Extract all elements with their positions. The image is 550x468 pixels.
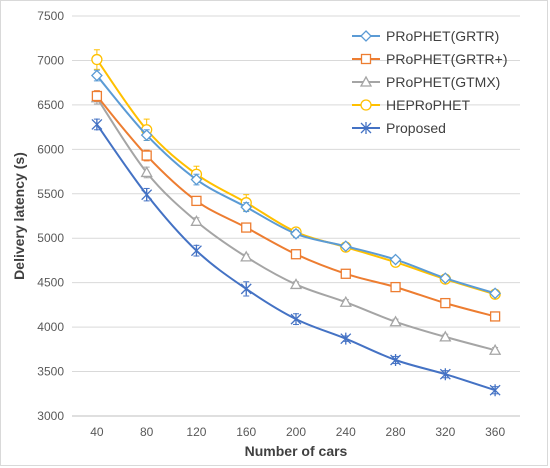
legend-label: PRoPHET(GTMX) [386,74,500,90]
data-point [440,297,451,309]
legend-label: HEPRoPHET [386,97,470,113]
legend-marker [360,99,372,111]
data-point [190,214,203,226]
data-point [90,69,103,82]
x-tick-label: 160 [236,425,256,439]
data-point [91,90,103,102]
y-tick-label: 7000 [37,53,64,67]
legend: PRoPHET(GRTR) PRoPHET(GRTR+) PRoPHET(GTMX)… [352,28,507,136]
data-point [140,129,153,142]
series-line [96,97,496,352]
y-tick-label: 5000 [37,231,64,245]
y-tick-label: 4500 [37,276,64,290]
legend-marker [360,30,372,42]
data-point [289,278,303,290]
data-point [339,240,352,253]
data-point [489,343,502,355]
x-tick-label: 40 [90,425,104,439]
data-point [290,313,302,326]
series-line [96,123,496,392]
data-point [190,173,203,186]
data-point [241,222,252,233]
y-tick-label: 3000 [37,409,64,423]
series-PRoPHET(GTMX) [90,91,502,355]
data-point [439,272,452,285]
y-axis-ticks: 3000 3500 4000 4500 5000 5500 6000 6500 7000 7500 [37,9,64,423]
data-point [140,166,153,178]
x-tick-label: 320 [435,425,455,439]
y-tick-label: 6000 [37,142,64,156]
legend-marker [360,53,372,65]
data-point [191,195,202,207]
data-point [389,253,402,266]
x-tick-label: 80 [140,425,154,439]
legend-marker [359,75,373,87]
x-tick-label: 240 [336,425,356,439]
data-point [290,227,302,240]
x-tick-label: 200 [286,425,306,439]
data-point [190,244,202,257]
data-point [240,282,252,295]
y-tick-label: 7500 [37,9,64,23]
data-point [141,150,152,161]
legend-marker [360,122,372,134]
x-tick-label: 360 [485,425,505,439]
y-tick-label: 3500 [37,365,64,379]
data-point [489,384,501,397]
data-point [340,268,351,279]
data-point [489,287,502,300]
data-point [390,354,402,366]
legend-label: PRoPHET(GRTR) [386,28,499,44]
x-tick-label: 280 [386,425,406,439]
legend-item: Proposed [352,120,446,136]
x-axis-title: Number of cars [245,443,348,459]
data-point [390,281,401,293]
legend-item: PRoPHET(GRTR) [352,28,499,44]
x-tick-label: 120 [186,425,206,439]
series-Proposed [91,118,501,397]
data-point [91,53,103,66]
data-point [290,249,302,260]
series-group [90,49,502,397]
legend-item: PRoPHET(GRTR+) [352,51,507,67]
data-point [340,332,352,345]
data-point [91,118,103,131]
y-tick-label: 5500 [37,187,64,201]
y-tick-label: 4000 [37,320,64,334]
series-PRoPHET(GRTR+) [91,90,501,322]
legend-label: Proposed [386,120,446,136]
y-axis-title: Delivery latency (s) [11,152,27,280]
x-axis-ticks: 40 80 120 160 200 240 280 320 360 [90,425,505,439]
data-point [439,368,451,381]
data-point [389,315,402,327]
legend-label: PRoPHET(GRTR+) [386,51,507,67]
series-PRoPHET(GRTR) [90,69,502,300]
legend-item: HEPRoPHET [352,97,470,113]
legend-item: PRoPHET(GTMX) [352,74,500,90]
y-tick-label: 6500 [37,98,64,112]
data-point [240,250,253,262]
data-point [439,330,452,342]
data-point [141,188,153,201]
data-point [489,311,501,322]
data-point [240,201,253,214]
data-point [339,295,352,307]
